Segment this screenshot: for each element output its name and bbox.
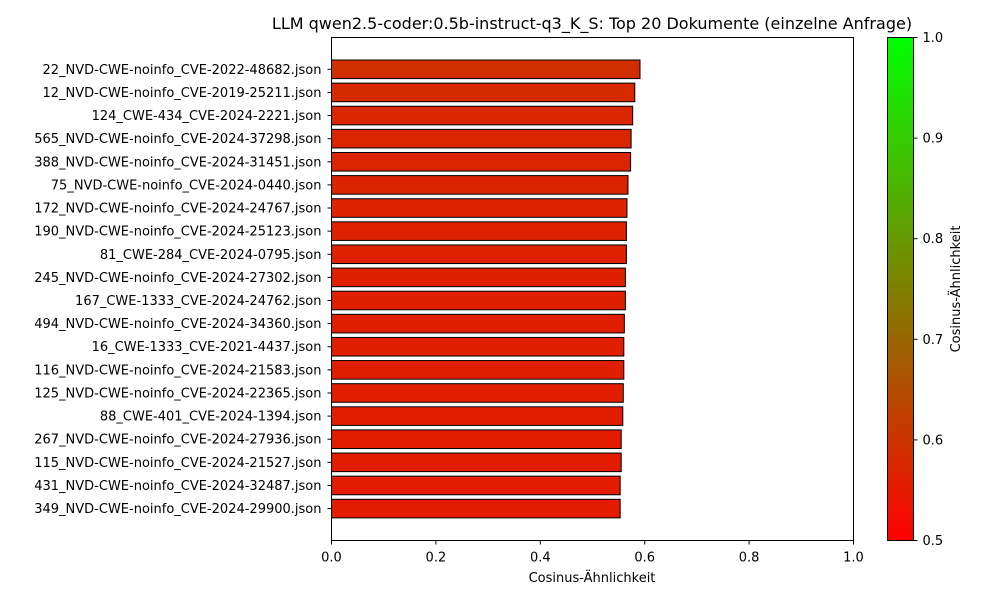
colorbar-tick-label: 0.9 (923, 132, 944, 147)
bar (331, 313, 625, 334)
bar (331, 221, 627, 241)
bar (331, 383, 624, 403)
bar (331, 105, 634, 126)
bar (331, 336, 625, 357)
colorbar-tick-label: 0.8 (923, 232, 944, 247)
category-label: 267_NVD-CWE-noinfo_CVE-2024-27936.json (34, 433, 321, 448)
category-labels: 22_NVD-CWE-noinfo_CVE-2022-48682.json 12_… (34, 63, 332, 517)
colorbar (887, 37, 914, 541)
bar (331, 151, 632, 172)
category-label: 565_NVD-CWE-noinfo_CVE-2024-37298.json (34, 132, 321, 147)
category-label: 349_NVD-CWE-noinfo_CVE-2024-29900.json (34, 502, 321, 517)
x-tick-label: 1.0 (843, 551, 864, 566)
colorbar-tick-label: 1.0 (923, 31, 944, 46)
bar (331, 429, 622, 450)
colorbar-label: Cosinus-Ähnlichkeit (948, 226, 964, 353)
category-label: 115_NVD-CWE-noinfo_CVE-2024-21527.json (34, 456, 321, 471)
bar (331, 452, 622, 473)
bar (331, 175, 629, 195)
bar (331, 498, 621, 519)
plot-frame (331, 37, 854, 541)
colorbar-tick-label: 0.5 (923, 534, 944, 549)
category-label: 12_NVD-CWE-noinfo_CVE-2019-25211.json (43, 86, 322, 101)
x-tick-label: 0.8 (739, 551, 760, 566)
bar (331, 290, 626, 311)
category-label: 431_NVD-CWE-noinfo_CVE-2024-32487.json (34, 479, 321, 494)
bar (331, 59, 641, 80)
category-label: 124_CWE-434_CVE-2024-2221.json (92, 109, 322, 124)
bars-layer (331, 59, 641, 519)
x-tick-label: 0.0 (321, 551, 342, 566)
category-label: 245_NVD-CWE-noinfo_CVE-2024-27302.json (34, 271, 321, 286)
category-label: 88_CWE-401_CVE-2024-1394.json (100, 410, 322, 425)
category-label: 75_NVD-CWE-noinfo_CVE-2024-0440.json (51, 178, 322, 193)
category-label: 125_NVD-CWE-noinfo_CVE-2024-22365.json (34, 386, 321, 401)
colorbar-ticks: 0.5 0.6 0.7 0.8 0.9 1.0 (913, 31, 944, 549)
bar (331, 198, 628, 218)
category-label: 81_CWE-284_CVE-2024-0795.json (100, 248, 322, 263)
x-axis-label: Cosinus-Ähnlichkeit (529, 570, 656, 586)
x-tick-label: 0.6 (634, 551, 655, 566)
x-tick-label: 0.4 (530, 551, 551, 566)
bar (331, 406, 624, 426)
bar (331, 82, 636, 103)
x-tick-label: 0.2 (426, 551, 447, 566)
category-label: 16_CWE-1333_CVE-2021-4437.json (92, 340, 322, 355)
colorbar-tick-label: 0.6 (923, 433, 944, 448)
category-label: 22_NVD-CWE-noinfo_CVE-2022-48682.json (43, 63, 322, 78)
bar (331, 244, 627, 265)
chart-title: LLM qwen2.5-coder:0.5b-instruct-q3_K_S: … (272, 14, 912, 34)
category-label: 167_CWE-1333_CVE-2024-24762.json (75, 294, 321, 309)
bar (331, 360, 625, 380)
bar (331, 267, 626, 288)
x-axis-ticks: 0.0 0.2 0.4 0.6 0.8 1.0 (321, 540, 864, 566)
category-label: 172_NVD-CWE-noinfo_CVE-2024-24767.json (34, 202, 321, 217)
category-label: 190_NVD-CWE-noinfo_CVE-2024-25123.json (34, 225, 321, 240)
category-label: 388_NVD-CWE-noinfo_CVE-2024-31451.json (34, 155, 321, 170)
category-label: 494_NVD-CWE-noinfo_CVE-2024-34360.json (34, 317, 321, 332)
bar (331, 475, 621, 496)
bar (331, 128, 632, 149)
category-label: 116_NVD-CWE-noinfo_CVE-2024-21583.json (34, 363, 321, 378)
colorbar-tick-label: 0.7 (923, 333, 944, 348)
